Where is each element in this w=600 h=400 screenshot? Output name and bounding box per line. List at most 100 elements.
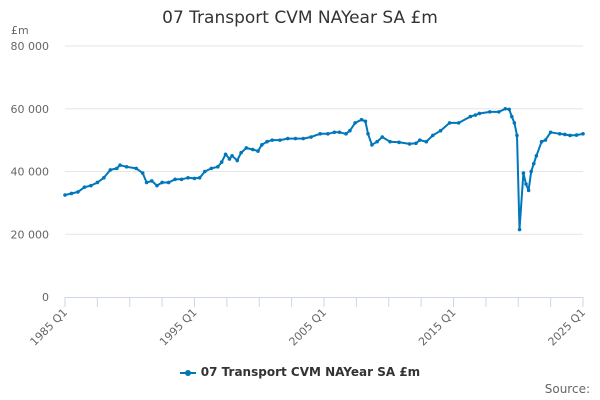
data-point (337, 130, 342, 135)
data-point (76, 190, 80, 194)
data-point (524, 182, 528, 186)
data-point (160, 180, 164, 185)
data-point (521, 171, 526, 175)
data-point (430, 133, 435, 138)
data-point (447, 121, 452, 125)
data-point (507, 107, 511, 112)
y-tick-label: 20 000 (11, 228, 50, 241)
data-point (512, 121, 517, 125)
data-point (388, 139, 392, 144)
x-tick-label: 1995 Q1 (157, 306, 200, 349)
data-point (244, 146, 249, 150)
data-point (95, 180, 100, 185)
data-point (332, 130, 337, 135)
data-point (227, 157, 232, 161)
data-point (363, 119, 368, 124)
data-point (526, 188, 531, 193)
data-point (265, 139, 269, 144)
data-point (124, 164, 129, 169)
data-point (468, 114, 473, 119)
data-point (179, 177, 184, 182)
data-point (115, 166, 119, 171)
y-tick-label: 80 000 (11, 40, 50, 53)
data-point (155, 183, 159, 188)
data-point (477, 111, 482, 116)
data-point (380, 135, 385, 139)
legend-line-marker-icon (179, 369, 196, 376)
data-point (89, 183, 93, 188)
data-point (186, 175, 190, 180)
data-point (239, 150, 243, 155)
data-point (438, 128, 443, 133)
data-point (203, 169, 207, 174)
data-point (397, 140, 401, 145)
x-tick-label: 2005 Q1 (287, 306, 330, 349)
data-point (144, 180, 149, 185)
data-point (407, 142, 412, 146)
data-point (509, 114, 514, 119)
data-point (260, 143, 264, 147)
data-point (487, 110, 492, 114)
data-point (270, 138, 275, 142)
data-point (539, 139, 544, 144)
data-point (293, 136, 298, 141)
data-point (548, 130, 553, 135)
data-point (424, 139, 429, 144)
data-point (118, 163, 122, 168)
data-point (102, 175, 106, 180)
data-point (318, 132, 322, 136)
x-tick-label: 2015 Q1 (416, 306, 459, 349)
x-tick-label: 1985 Q1 (28, 306, 71, 349)
data-point (326, 132, 330, 136)
data-point (517, 227, 522, 232)
y-tick-label: 60 000 (11, 103, 50, 116)
data-point (353, 121, 357, 125)
data-point (370, 143, 374, 147)
data-point (309, 135, 313, 139)
data-point (209, 166, 214, 171)
data-point (63, 193, 67, 197)
source-label: Source: (544, 382, 590, 396)
data-point (278, 138, 282, 142)
y-tick-label: 40 000 (11, 166, 50, 179)
data-point (230, 154, 234, 158)
data-point (557, 132, 562, 136)
data-point (69, 191, 74, 196)
data-point (375, 139, 379, 144)
data-point (515, 133, 519, 138)
data-point (563, 132, 567, 137)
data-point (140, 171, 145, 175)
legend-item[interactable]: 07 Transport CVM NAYear SA £m (0, 365, 600, 379)
data-point (301, 136, 306, 141)
data-point (531, 161, 536, 166)
data-point (414, 141, 418, 146)
data-point (534, 154, 539, 158)
data-point (250, 147, 255, 152)
data-point (166, 180, 171, 185)
data-point (348, 128, 352, 133)
y-tick-label: 0 (42, 291, 49, 304)
x-tick-label: 2025 Q1 (546, 306, 589, 349)
y-axis-unit-label: £m (11, 24, 29, 37)
data-point (223, 152, 228, 157)
data-point (568, 133, 572, 138)
data-point (497, 110, 501, 114)
data-point (503, 106, 508, 111)
data-point (456, 121, 461, 125)
data-point (256, 149, 260, 153)
data-point (108, 168, 113, 172)
data-point (366, 132, 370, 136)
data-point (82, 185, 87, 189)
data-point (235, 158, 240, 163)
data-point (581, 132, 585, 136)
data-point (149, 179, 154, 183)
data-point (574, 133, 579, 137)
data-point (216, 164, 220, 169)
data-point (173, 177, 177, 182)
data-point (529, 169, 533, 174)
data-point (285, 136, 290, 141)
data-point (134, 166, 139, 171)
chart-title: 07 Transport CVM NAYear SA £m (162, 8, 438, 28)
data-point (473, 113, 478, 117)
